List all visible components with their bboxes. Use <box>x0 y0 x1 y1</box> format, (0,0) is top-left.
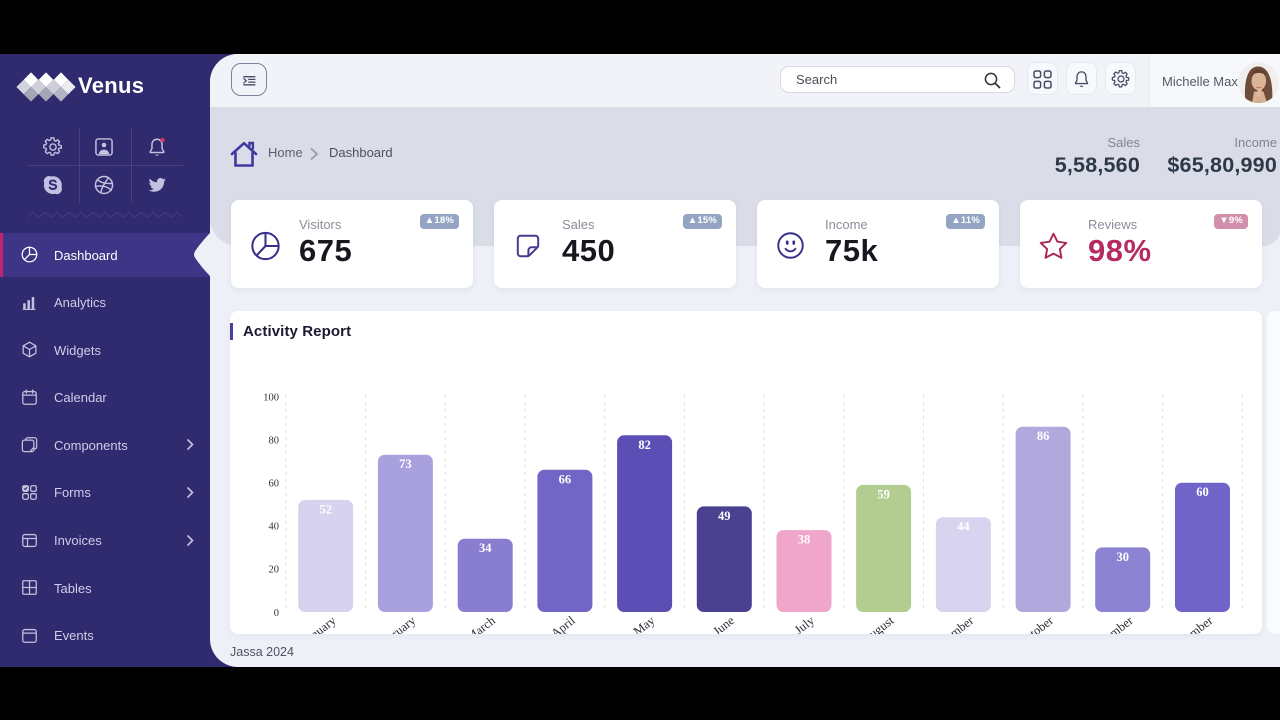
svg-text:86: 86 <box>1037 429 1050 443</box>
svg-text:34: 34 <box>479 541 492 555</box>
svg-text:December: December <box>1166 613 1216 634</box>
svg-text:52: 52 <box>320 502 333 516</box>
svg-text:60: 60 <box>269 479 280 490</box>
svg-text:October: October <box>1016 613 1057 634</box>
svg-text:100: 100 <box>263 392 279 403</box>
svg-text:82: 82 <box>638 438 651 452</box>
svg-text:July: July <box>792 613 818 634</box>
svg-text:March: March <box>464 613 499 634</box>
svg-text:59: 59 <box>877 487 890 501</box>
svg-text:May: May <box>631 613 658 634</box>
svg-text:40: 40 <box>269 522 280 533</box>
svg-text:60: 60 <box>1196 485 1209 499</box>
svg-text:June: June <box>710 613 737 634</box>
svg-text:30: 30 <box>1117 550 1130 564</box>
svg-text:April: April <box>548 613 578 634</box>
svg-text:44: 44 <box>957 520 970 534</box>
svg-text:0: 0 <box>274 608 279 619</box>
svg-text:20: 20 <box>269 565 280 576</box>
svg-text:80: 80 <box>269 435 280 446</box>
svg-text:February: February <box>374 613 419 634</box>
svg-text:September: September <box>925 613 976 634</box>
svg-text:January: January <box>299 613 339 634</box>
svg-text:49: 49 <box>718 509 731 523</box>
svg-text:66: 66 <box>559 472 572 486</box>
svg-text:August: August <box>859 613 896 634</box>
svg-text:November: November <box>1085 613 1136 634</box>
svg-text:38: 38 <box>798 533 811 547</box>
svg-text:73: 73 <box>399 457 412 471</box>
